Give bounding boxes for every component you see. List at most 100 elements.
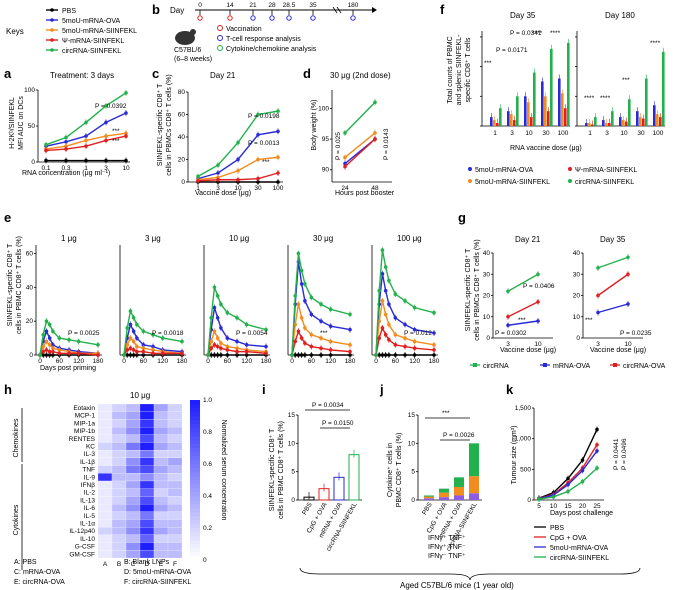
e1-Ψ-mRNA-SIINFEKL-point: [160, 351, 165, 356]
h-cell: [153, 542, 169, 551]
h-cell: [139, 488, 155, 497]
c-Ψ-mRNA-SIINFEKL-point: [216, 177, 220, 182]
e3-PBS-point: [328, 353, 333, 357]
e1-5moU-mRNA-OVA-point: [141, 343, 146, 347]
h-cell: [167, 465, 183, 474]
e0-circRNA-SIINFEKL-point: [51, 329, 55, 334]
panel-a: a Treatment: 3 days H-2Kᵇ/SIINFEKL MFI A…: [4, 66, 130, 177]
h-cell: [97, 411, 113, 420]
k-CpG + OVA-point: [595, 443, 599, 447]
f0-bar: [527, 102, 530, 126]
e1-5moU-mRNA-OVA-point: [151, 344, 155, 349]
h-cell: [125, 419, 141, 428]
e4-circRNA-SIINFEKL-point: [403, 299, 407, 303]
d-annot-1: P = 0.025: [335, 132, 342, 160]
h-cell: [139, 427, 155, 435]
e2-5moU-mRNA-SIINFEKL-point: [209, 339, 214, 344]
e2-PBS-point: [215, 353, 220, 357]
h-colorbar-seg: [190, 456, 200, 461]
h-cell: [111, 442, 127, 451]
f0-xtick-label: 100: [558, 130, 569, 137]
f0-bar: [561, 93, 564, 126]
e4-5moU-mRNA-OVA-point: [387, 302, 391, 307]
c-circRNA-SIINFEKL-point: [216, 163, 220, 167]
timeline-day: 28.5: [283, 2, 296, 9]
e3-Ψ-mRNA-SIINFEKL-point: [293, 339, 298, 344]
panel-label-a: a: [4, 66, 12, 81]
f-legend-label: 5moU-mRNA-OVA: [475, 167, 534, 174]
g-annot-1: P = 0.0406: [523, 283, 555, 290]
h-colorbar-tick: 0.8: [203, 429, 212, 436]
e4-Ψ-mRNA-SIINFEKL-point: [387, 337, 391, 342]
h-cell: [167, 511, 183, 520]
a-ylabel-2: MFI AUC on DCs: [18, 96, 25, 150]
f1-bar: [585, 123, 588, 126]
f0-bar: [513, 120, 516, 126]
e2-xtick-label: 0: [206, 358, 210, 365]
j-bar-segment: [469, 493, 479, 500]
e3-5moU-mRNA-OVA-point: [309, 312, 314, 317]
f-ylabel-1: Total counts of PBMC: [447, 36, 454, 103]
h-cell: [125, 427, 141, 435]
a-xtick-label: 0.3: [61, 165, 70, 172]
d-xtick-label: 48: [371, 185, 379, 192]
h-cell: [139, 527, 155, 536]
f1-bar: [605, 123, 608, 126]
h-cell: [153, 442, 169, 451]
h-colorbar-seg: [190, 484, 200, 489]
h-colorbar-seg: [190, 472, 200, 477]
f-legend-marker: [568, 179, 572, 183]
h-row-label: IL-1β: [80, 459, 95, 466]
e0-PBS-point: [51, 353, 55, 357]
h-colorbar-seg: [190, 464, 200, 469]
e4-5moU-mRNA-OVA-point: [383, 288, 388, 293]
k-ylabel: Tumour size (mm³): [511, 426, 518, 485]
h-row-label: MCP-1: [75, 413, 96, 420]
f1-bar: [656, 114, 659, 126]
h-legend-label: A: PBS: [14, 559, 37, 566]
h-colorbar-seg: [190, 504, 200, 509]
h-row-label: IL-6: [84, 505, 96, 512]
aged-label: Aged C57BL/6 mice (1 year old): [400, 581, 514, 590]
h-cell: [111, 434, 127, 443]
h-cell: [97, 550, 113, 559]
panel-label-f: f: [440, 2, 445, 17]
h-colorbar-seg: [190, 440, 200, 445]
a-title: Treatment: 3 days: [50, 71, 114, 80]
e3-circRNA-SIINFEKL-point: [296, 251, 301, 256]
e1-Ψ-mRNA-SIINFEKL-point: [128, 346, 133, 351]
e4-circRNA-SIINFEKL-point: [380, 248, 385, 252]
h-col-label: A: [103, 561, 108, 568]
c-PBS-point: [276, 180, 280, 184]
k-ytick-label: 1,500: [515, 405, 532, 412]
h-colorbar-seg: [190, 544, 200, 549]
c-5moU-mRNA-SIINFEKL-point: [256, 157, 260, 162]
h-cell: [97, 488, 113, 497]
f0-bar: [516, 96, 519, 126]
h-cell: [153, 480, 169, 489]
a-5moU-mRNA-SIINFEKL-point: [104, 134, 108, 138]
e1-PBS-point: [141, 353, 146, 357]
e0-PBS-point: [41, 353, 46, 357]
e2-5moU-mRNA-SIINFEKL-point: [215, 336, 220, 340]
timeline-marker: [286, 15, 292, 21]
e3-circRNA-SIINFEKL-point: [299, 268, 304, 273]
h-cell: [97, 403, 113, 412]
g1-mRNA-OVA-line: [597, 303, 629, 314]
h-row-label: RENTES: [69, 436, 96, 443]
g1-mRNA-OVA-point: [626, 302, 630, 306]
g1-circRNA-line: [597, 256, 629, 269]
h-cell: [125, 442, 141, 451]
g0-mRNA-OVA-point: [536, 319, 540, 323]
f0-bar: [558, 78, 561, 126]
g0-ytick-label: 0: [486, 335, 490, 342]
h-cell: [97, 519, 113, 528]
e4-5moU-mRNA-OVA-point: [380, 271, 385, 276]
h-cell: [139, 442, 155, 451]
h-cell: [153, 434, 169, 443]
i-xtick-label: PBS: [301, 501, 314, 516]
h-cell: [153, 465, 169, 474]
e3-PBS-point: [303, 353, 307, 357]
h-cell: [97, 465, 113, 474]
e4-5moU-mRNA-SIINFEKL-point: [380, 299, 385, 303]
